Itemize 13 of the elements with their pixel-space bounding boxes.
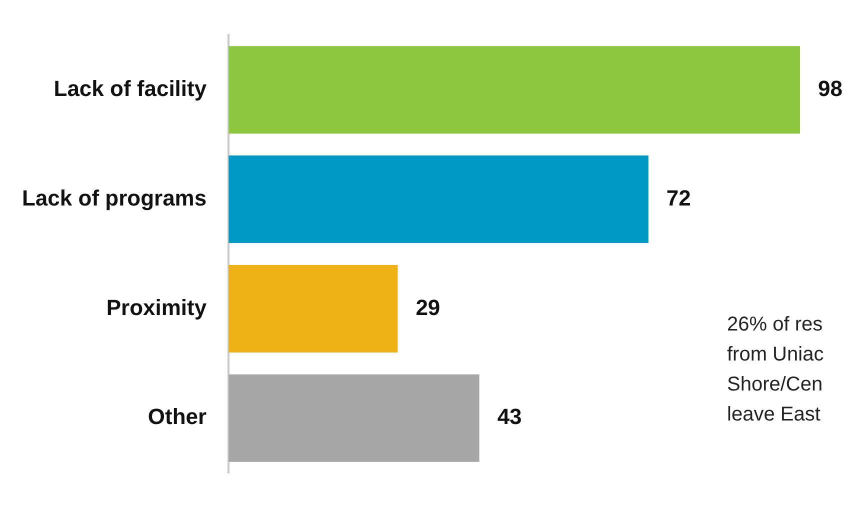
- y-tick-label: Other: [148, 404, 208, 430]
- data-label: 72: [666, 185, 691, 210]
- annotation: 26% of res from Uniac Shore/Cen leave East: [727, 314, 824, 426]
- bar: [228, 46, 800, 134]
- bar: [228, 374, 480, 462]
- y-tick-label: Lack of programs: [22, 185, 207, 210]
- data-label: 29: [416, 294, 440, 320]
- bar: [228, 264, 398, 352]
- data-label: 98: [818, 76, 842, 101]
- y-tick-label: Lack of facility: [54, 76, 208, 101]
- bar: [228, 156, 648, 244]
- data-label: 43: [497, 404, 522, 430]
- y-tick-label: Proximity: [106, 294, 208, 320]
